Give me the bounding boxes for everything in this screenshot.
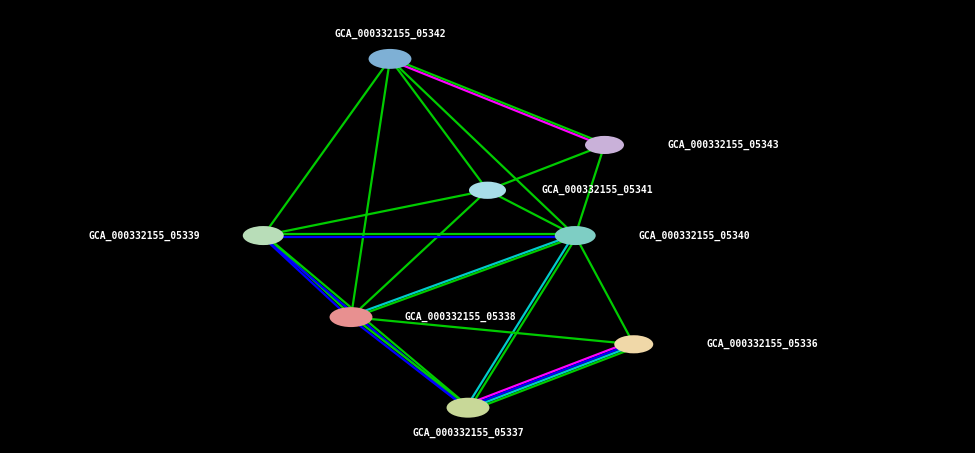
- Circle shape: [330, 307, 372, 327]
- Text: GCA_000332155_05338: GCA_000332155_05338: [405, 312, 516, 322]
- Text: GCA_000332155_05341: GCA_000332155_05341: [541, 185, 652, 195]
- Circle shape: [585, 136, 624, 154]
- Circle shape: [243, 226, 284, 245]
- Circle shape: [614, 335, 653, 353]
- Circle shape: [369, 49, 411, 69]
- Circle shape: [555, 226, 596, 245]
- Circle shape: [447, 398, 489, 418]
- Text: GCA_000332155_05339: GCA_000332155_05339: [89, 231, 200, 241]
- Text: GCA_000332155_05340: GCA_000332155_05340: [639, 231, 750, 241]
- Text: GCA_000332155_05342: GCA_000332155_05342: [334, 28, 446, 39]
- Text: GCA_000332155_05343: GCA_000332155_05343: [668, 140, 779, 150]
- Circle shape: [469, 182, 506, 199]
- Text: GCA_000332155_05336: GCA_000332155_05336: [707, 339, 818, 349]
- Text: GCA_000332155_05337: GCA_000332155_05337: [412, 428, 524, 439]
